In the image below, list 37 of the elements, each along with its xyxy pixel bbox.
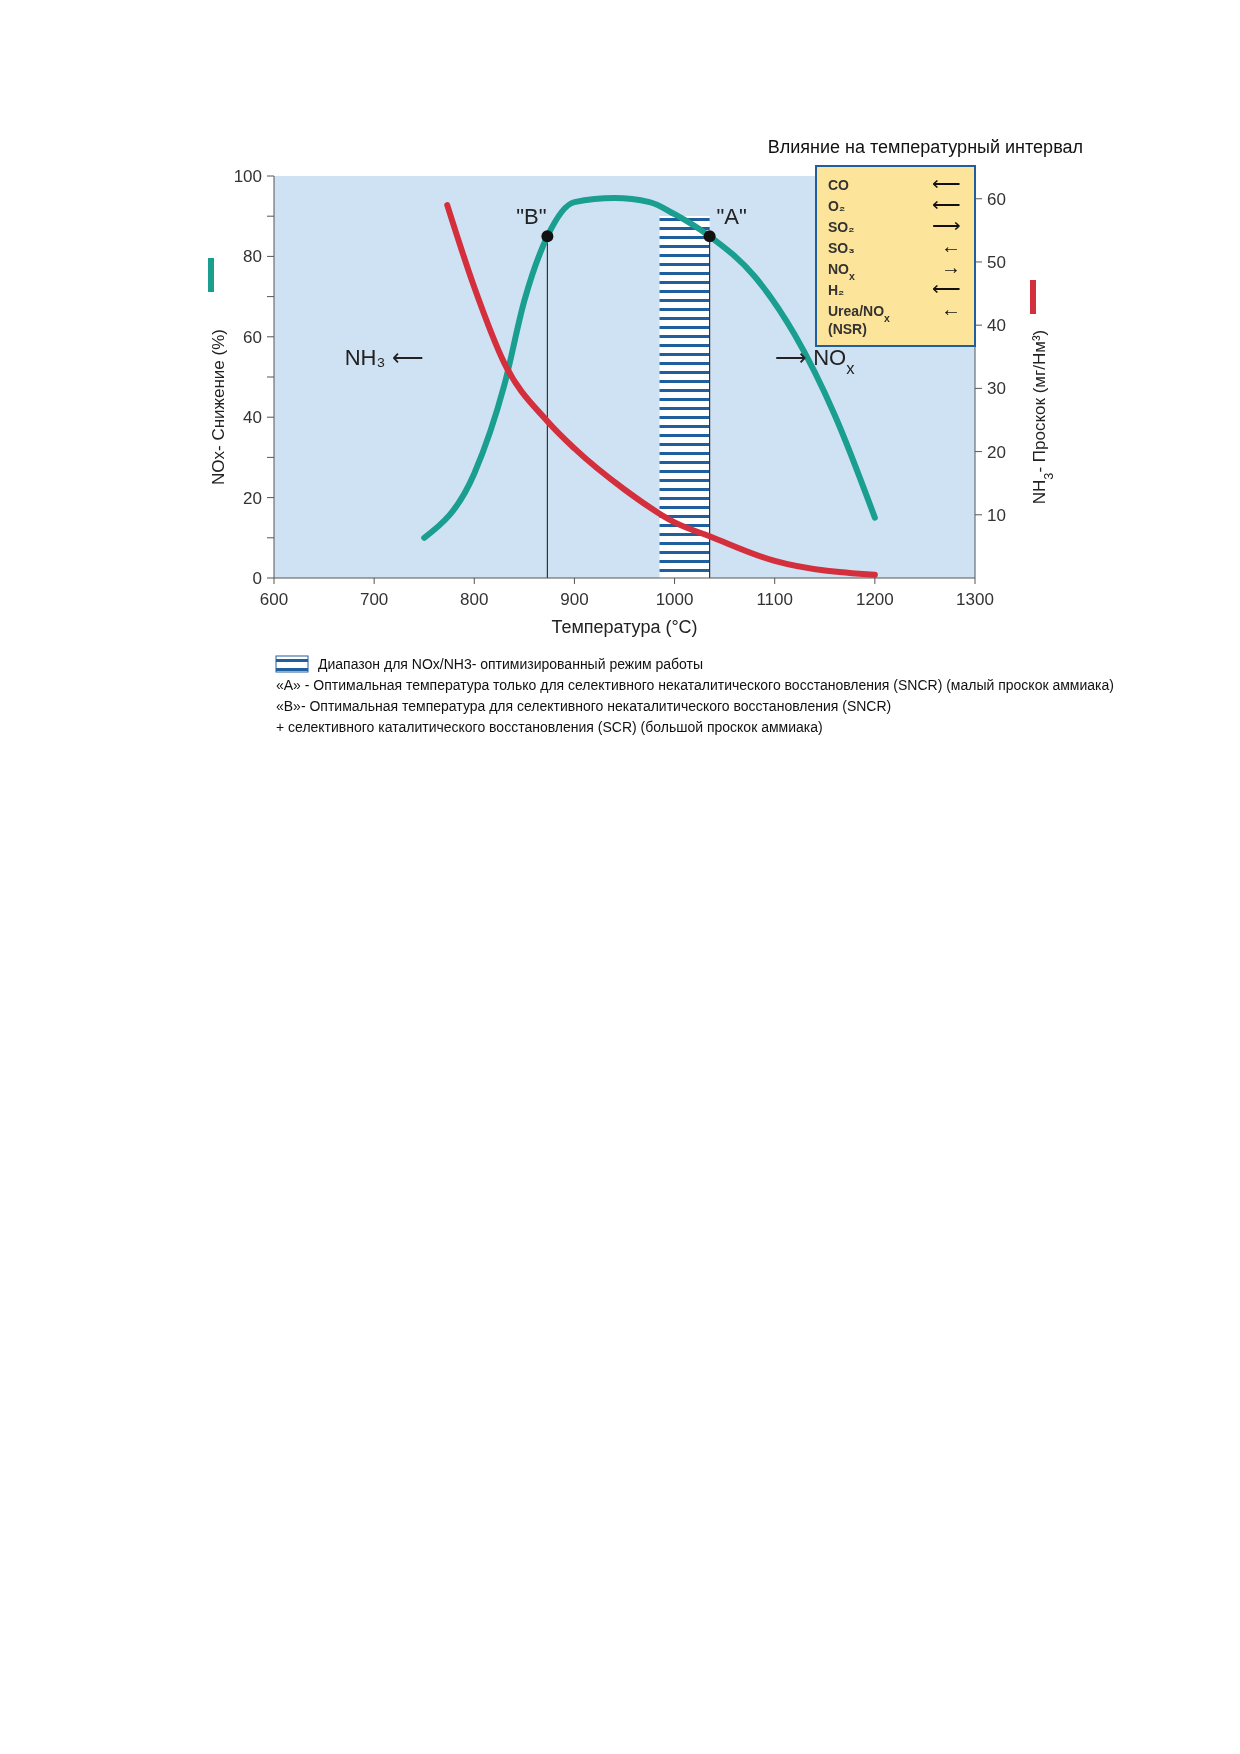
y-tick-label: 0 xyxy=(252,569,262,588)
annotation: ⟶ NO$_{x}$ xyxy=(775,344,856,377)
x-tick-label: 900 xyxy=(560,590,589,609)
y2-tick-label: 50 xyxy=(987,252,1006,272)
chart-title: Влияние на температурный интервал xyxy=(767,137,1083,157)
ref-line-label: "B" xyxy=(516,204,547,230)
text: O₂ ⟵ xyxy=(828,193,961,215)
y-tick-label: 100 xyxy=(233,167,262,186)
x-tick-label: 800 xyxy=(460,590,489,609)
y2-tick-label: 40 xyxy=(987,316,1006,336)
y2-tick-label: 60 xyxy=(987,189,1006,209)
x-tick-label: 1200 xyxy=(855,590,894,609)
x-tick-label: 1000 xyxy=(655,590,694,609)
y-tick-label: 20 xyxy=(243,488,262,508)
y2-tick-label: 30 xyxy=(987,379,1006,399)
text: «А» - Оптимальная температура только для селективного некаталитического восстановления (SNCR) (малый проскок аммиака) xyxy=(276,677,1114,693)
text: Urea/NO$_{x}$ (NSR) ← xyxy=(828,298,961,337)
text: «В»- Оптимальная температура для селективного некаталитического восстановления (SNCR) xyxy=(276,698,892,714)
y-tick-label: 80 xyxy=(243,247,262,267)
x-axis-title: Температура (°C) xyxy=(551,617,698,637)
y-tick-label: 60 xyxy=(243,327,262,347)
text: NO$_{x}$ → xyxy=(828,256,961,282)
legend-label: Диапазон для NOx/NH3- оптимизированный режим работы xyxy=(318,656,704,672)
x-tick-label: 1300 xyxy=(956,590,994,609)
ref-line-label: "A" xyxy=(716,204,747,230)
text: CO ⟵ xyxy=(828,172,961,194)
y2-tick-label: 10 xyxy=(987,505,1006,525)
annotation: NH₃ ⟵ xyxy=(344,344,424,370)
y2-tick-label: 20 xyxy=(987,442,1006,462)
text: SO₂ ⟶ xyxy=(828,214,961,236)
y-axis-title: NOx- Снижение (%) xyxy=(209,329,228,485)
text: SO₃ ← xyxy=(828,235,961,257)
x-tick-label: 600 xyxy=(259,590,289,609)
x-tick-label: 1100 xyxy=(756,590,793,609)
y-tick-label: 40 xyxy=(243,408,262,428)
x-tick-label: 700 xyxy=(359,590,389,609)
text: + селективного каталитического восстановления (SCR) (большой проскок аммиака) xyxy=(276,719,823,735)
